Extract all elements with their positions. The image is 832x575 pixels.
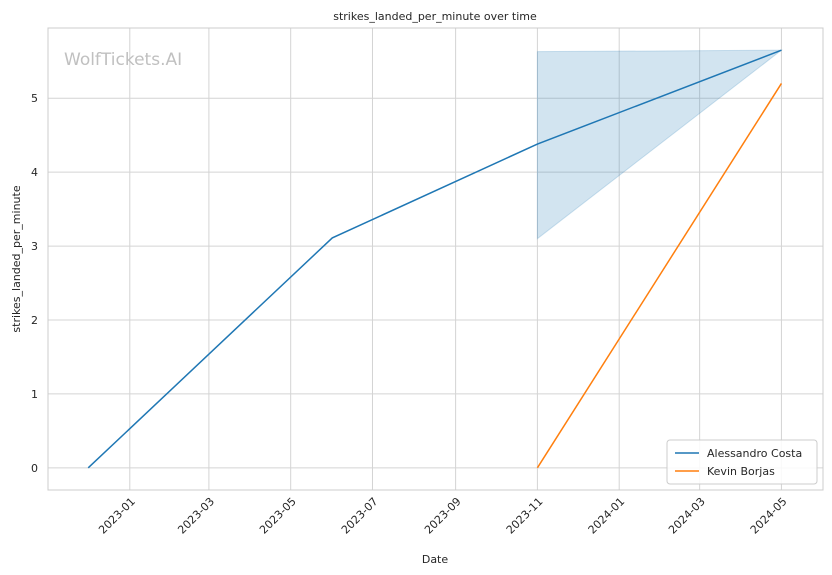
y-tick-label: 1 bbox=[31, 388, 38, 401]
chart-title: strikes_landed_per_minute over time bbox=[333, 10, 537, 23]
y-tick-label: 5 bbox=[31, 92, 38, 105]
legend-label: Kevin Borjas bbox=[707, 465, 775, 478]
x-tick-label: 2024-05 bbox=[748, 495, 790, 537]
watermark: WolfTickets.AI bbox=[64, 50, 182, 70]
plot-frame bbox=[47, 27, 824, 491]
x-tick-label: 2023-01 bbox=[96, 495, 138, 537]
y-tick-label: 4 bbox=[31, 166, 38, 179]
series-line bbox=[536, 83, 783, 469]
x-axis-label: Date bbox=[422, 553, 449, 566]
confidence-band bbox=[536, 49, 783, 240]
x-tick-label: 2023-11 bbox=[504, 495, 546, 537]
x-tick-label: 2023-05 bbox=[257, 495, 299, 537]
x-tick-label: 2023-09 bbox=[422, 495, 464, 537]
x-tick-label: 2023-07 bbox=[339, 495, 381, 537]
y-tick-label: 0 bbox=[31, 462, 38, 475]
y-axis-label: strikes_landed_per_minute bbox=[10, 185, 23, 332]
y-tick-label: 2 bbox=[31, 314, 38, 327]
x-tick-label: 2023-03 bbox=[175, 495, 217, 537]
y-tick-label: 3 bbox=[31, 240, 38, 253]
legend-label: Alessandro Costa bbox=[707, 447, 802, 460]
legend-box bbox=[666, 439, 818, 485]
x-tick-label: 2024-03 bbox=[666, 495, 708, 537]
series-line bbox=[87, 49, 782, 469]
x-tick-label: 2024-01 bbox=[586, 495, 628, 537]
